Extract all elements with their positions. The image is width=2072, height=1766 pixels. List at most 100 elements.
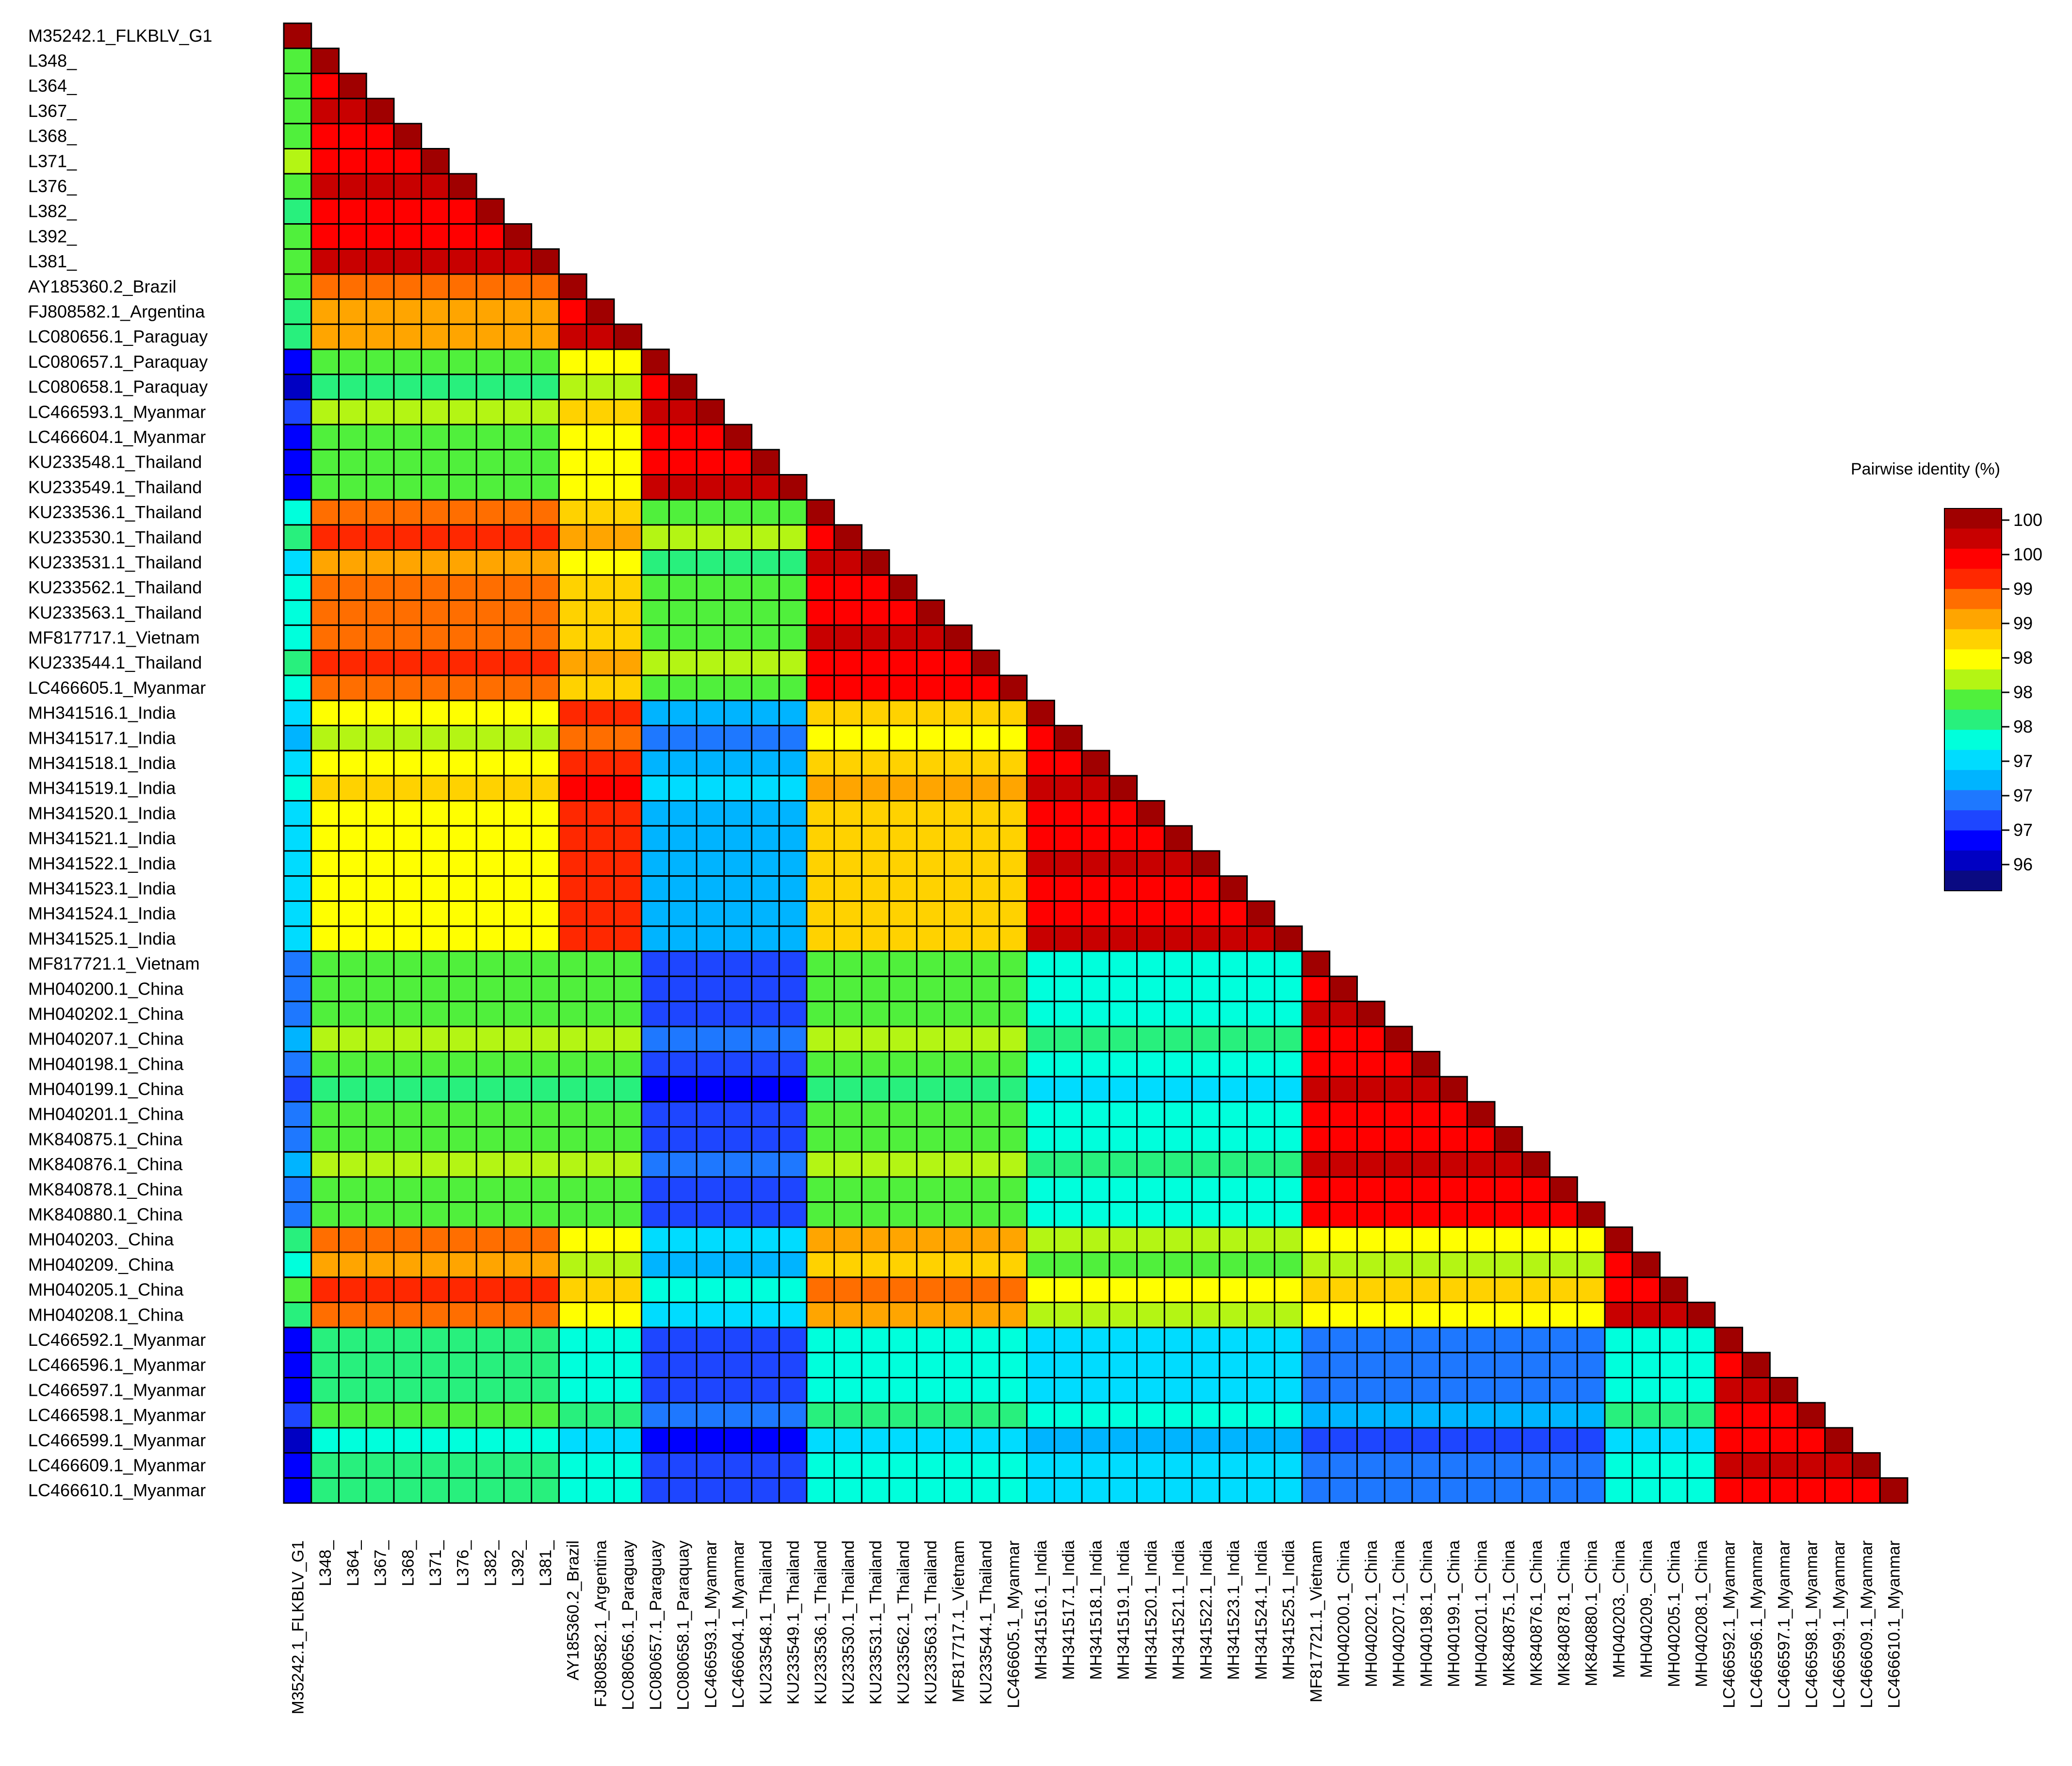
heatmap-cell	[310, 1076, 340, 1103]
heatmap-cell	[310, 198, 340, 225]
heatmap-cell	[1273, 1000, 1303, 1028]
heatmap-cell	[861, 800, 890, 827]
heatmap-cell	[696, 1076, 725, 1103]
heatmap-cell	[558, 1101, 587, 1128]
heatmap-cell	[475, 1226, 505, 1253]
heatmap-cell	[1109, 1326, 1138, 1354]
heatmap-cell	[1219, 1126, 1248, 1153]
heatmap-cell	[861, 1126, 890, 1153]
column-label: MF817721.1_Vietnam	[1307, 1540, 1325, 1702]
heatmap-cell	[393, 750, 423, 777]
heatmap-cell	[1246, 1126, 1275, 1153]
heatmap-cell	[475, 1301, 505, 1328]
heatmap-cell	[943, 900, 973, 927]
heatmap-cell	[310, 549, 340, 576]
heatmap-cell	[668, 1076, 698, 1103]
heatmap-cell	[778, 1151, 808, 1178]
heatmap-cell	[640, 1151, 670, 1178]
heatmap-cell	[1521, 1176, 1551, 1203]
heatmap-cell	[723, 950, 752, 977]
heatmap-cell	[1026, 925, 1055, 952]
legend: Pairwise identity (%) 100100999998989897…	[1851, 460, 2042, 891]
heatmap-cell	[971, 875, 1000, 902]
heatmap-cell	[475, 800, 505, 827]
heatmap-cell	[971, 1251, 1000, 1278]
row-label: L364_	[28, 76, 77, 96]
heatmap-cell	[613, 925, 642, 952]
legend-swatch	[1944, 850, 2002, 871]
column-label: L368_	[399, 1540, 417, 1586]
heatmap-cell	[475, 298, 505, 325]
heatmap-cell	[696, 1402, 725, 1429]
heatmap-cell	[1191, 1076, 1221, 1103]
heatmap-cell	[971, 850, 1000, 877]
heatmap-cell	[998, 1301, 1028, 1328]
heatmap-cell	[1384, 1126, 1413, 1153]
heatmap-cell	[1466, 1301, 1496, 1328]
heatmap-cell	[916, 674, 945, 702]
heatmap-cell	[943, 1402, 973, 1429]
heatmap-cell	[1301, 1326, 1331, 1354]
heatmap-cell	[310, 800, 340, 827]
heatmap-cell	[1356, 1101, 1386, 1128]
heatmap-cell	[861, 599, 890, 626]
legend-tick-label: 97	[2013, 820, 2033, 840]
heatmap-cell	[806, 975, 835, 1002]
heatmap-cell	[393, 574, 423, 601]
heatmap-cell	[448, 1251, 477, 1278]
heatmap-cell	[448, 649, 477, 676]
heatmap-cell	[888, 1251, 918, 1278]
heatmap-cell	[310, 1026, 340, 1052]
heatmap-cell	[668, 474, 698, 501]
heatmap-cell	[916, 1452, 945, 1479]
heatmap-cell	[1136, 1076, 1165, 1103]
heatmap-cell	[338, 1050, 367, 1078]
heatmap-cell	[448, 1276, 477, 1303]
heatmap-cell	[1163, 875, 1193, 902]
heatmap-cell	[1026, 1427, 1055, 1454]
heatmap-cell	[558, 474, 587, 501]
heatmap-cell	[778, 950, 808, 977]
heatmap-cell	[1136, 1201, 1165, 1228]
heatmap-cell	[365, 474, 395, 501]
legend-swatch	[1944, 629, 2002, 650]
heatmap-cell	[448, 1151, 477, 1178]
heatmap-cell	[806, 1377, 835, 1404]
heatmap-cell	[668, 775, 698, 802]
heatmap-cell	[723, 1477, 752, 1504]
heatmap-cell	[421, 1050, 450, 1078]
heatmap-cell	[283, 374, 312, 400]
heatmap-cell	[806, 1076, 835, 1103]
heatmap-cell	[1329, 1151, 1358, 1178]
heatmap-cell	[1191, 1477, 1221, 1504]
heatmap-cell	[365, 1276, 395, 1303]
heatmap-cell	[421, 147, 450, 175]
heatmap-cell	[310, 950, 340, 977]
heatmap-cell	[421, 925, 450, 952]
heatmap-cell	[310, 1477, 340, 1504]
legend-tick-label: 98	[2013, 648, 2033, 668]
heatmap-cell	[586, 724, 615, 752]
heatmap-cell	[696, 975, 725, 1002]
heatmap-cell	[1604, 1377, 1633, 1404]
heatmap-cell	[723, 1201, 752, 1228]
heatmap-cell	[448, 1176, 477, 1203]
heatmap-cell	[421, 950, 450, 977]
heatmap-cell	[613, 875, 642, 902]
heatmap-cell	[1053, 1226, 1083, 1253]
heatmap-cell	[1026, 1076, 1055, 1103]
row-label: KU233531.1_Thailand	[28, 552, 202, 572]
heatmap-cell	[338, 1377, 367, 1404]
heatmap-cell	[613, 1301, 642, 1328]
heatmap-cell	[1081, 1452, 1110, 1479]
heatmap-cell	[613, 1000, 642, 1028]
heatmap-cell	[365, 549, 395, 576]
heatmap-cell	[283, 1101, 312, 1128]
column-label: MH040208.1_China	[1693, 1540, 1711, 1687]
heatmap-cell	[750, 1000, 780, 1028]
heatmap-cell	[613, 1176, 642, 1203]
row-label: L392_	[28, 226, 77, 246]
legend-title: Pairwise identity (%)	[1851, 460, 2000, 478]
heatmap-cell	[750, 1050, 780, 1078]
heatmap-cell	[1219, 975, 1248, 1002]
